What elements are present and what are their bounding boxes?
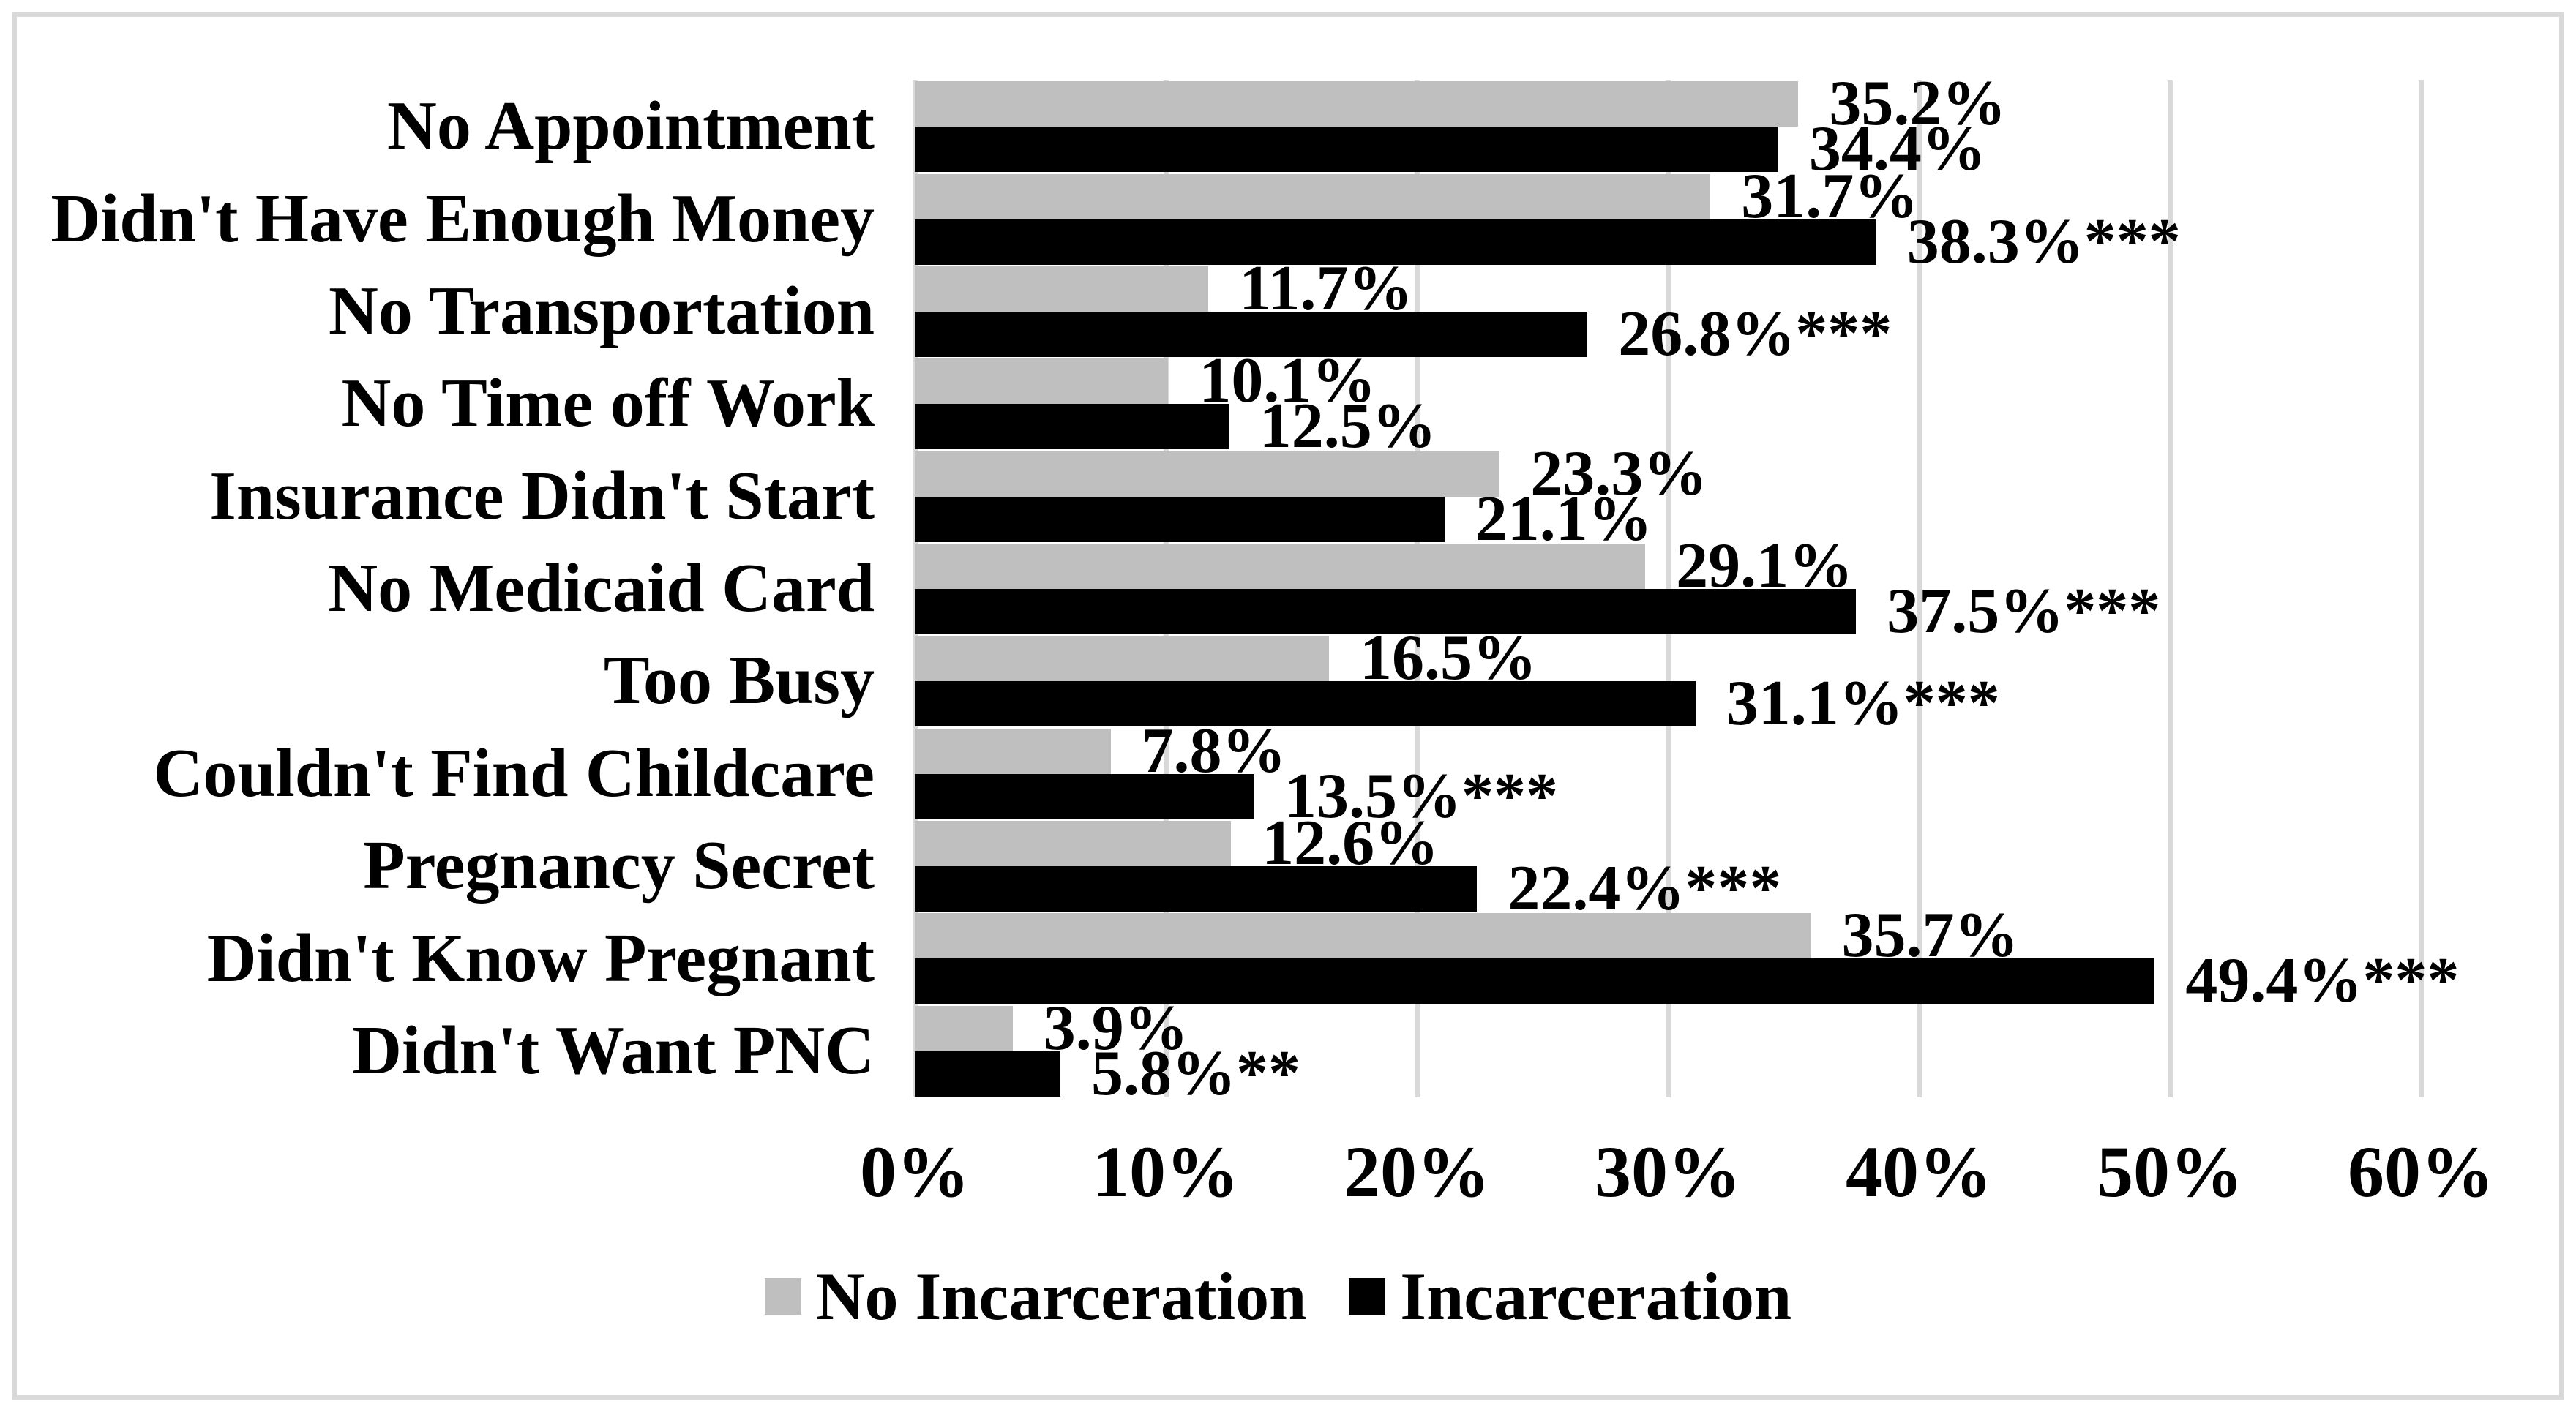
data-label-incarceration: 26.8%*** <box>1618 298 1892 369</box>
category-label: No Transportation <box>329 273 875 350</box>
x-tick-label: 20% <box>1344 1131 1490 1212</box>
data-label-incarceration: 38.3%*** <box>1906 206 2181 277</box>
category-label: Didn't Want PNC <box>352 1012 875 1089</box>
gridline <box>2418 80 2424 1097</box>
bar-incarceration <box>915 773 1254 819</box>
data-label-incarceration: 12.5% <box>1259 391 1437 462</box>
gridline <box>1916 80 1922 1097</box>
category-label: Too Busy <box>603 642 875 719</box>
data-label-incarceration: 22.4%*** <box>1508 853 1782 925</box>
bar-no-incarceration <box>915 544 1646 589</box>
bar-no-incarceration <box>915 913 1811 959</box>
bar-incarceration <box>915 589 1857 634</box>
category-label: Pregnancy Secret <box>363 827 875 904</box>
bar-incarceration <box>915 681 1696 727</box>
category-label: Didn't Have Enough Money <box>50 180 875 257</box>
bar-incarceration <box>915 496 1445 542</box>
legend-swatch-incarceration <box>1349 1278 1386 1315</box>
x-tick-label: 50% <box>2097 1131 2243 1212</box>
bar-no-incarceration <box>915 636 1329 682</box>
bar-no-incarceration <box>915 451 1500 497</box>
category-label: No Medicaid Card <box>328 550 875 627</box>
bar-no-incarceration <box>915 173 1711 219</box>
legend-swatch-no-incarceration <box>765 1278 801 1315</box>
bar-no-incarceration <box>915 1005 1013 1051</box>
legend: No Incarceration Incarceration <box>765 1263 1791 1330</box>
category-label: Couldn't Find Childcare <box>153 735 875 811</box>
category-label: Insurance Didn't Start <box>209 457 875 534</box>
data-label-no-incarceration: 23.3% <box>1530 438 1708 509</box>
bar-incarceration <box>915 1051 1060 1097</box>
category-label: No Appointment <box>387 88 875 165</box>
gridline <box>2167 80 2173 1097</box>
x-tick-label: 10% <box>1093 1131 1239 1212</box>
legend-label: Incarceration <box>1400 1259 1792 1334</box>
bar-no-incarceration <box>915 81 1799 127</box>
bar-incarceration <box>915 219 1876 265</box>
data-label-no-incarceration: 35.2% <box>1829 68 2007 140</box>
legend-item-incarceration: Incarceration <box>1349 1263 1791 1330</box>
legend-label: No Incarceration <box>816 1259 1307 1334</box>
bar-no-incarceration <box>915 821 1232 867</box>
legend-item-no-incarceration: No Incarceration <box>765 1263 1306 1330</box>
data-label-no-incarceration: 10.1% <box>1199 345 1377 417</box>
data-label-no-incarceration: 35.7% <box>1841 900 2019 972</box>
data-label-no-incarceration: 3.9% <box>1043 992 1188 1064</box>
data-label-incarceration: 13.5%*** <box>1284 760 1559 832</box>
x-tick-label: 0% <box>860 1131 970 1212</box>
data-label-no-incarceration: 11.7% <box>1239 252 1413 324</box>
bar-no-incarceration <box>915 728 1111 774</box>
data-label-incarceration: 21.1% <box>1475 483 1652 555</box>
data-label-incarceration: 37.5%*** <box>1887 576 2161 647</box>
data-label-incarceration: 34.4% <box>1808 113 1986 185</box>
data-label-incarceration: 5.8%** <box>1090 1037 1300 1109</box>
bar-incarceration <box>915 958 2155 1004</box>
x-tick-label: 30% <box>1595 1131 1741 1212</box>
category-label: No Time off Work <box>341 365 875 442</box>
x-tick-label: 60% <box>2348 1131 2494 1212</box>
data-label-no-incarceration: 12.6% <box>1262 808 1439 879</box>
data-label-incarceration: 31.1%*** <box>1726 668 2000 740</box>
data-label-no-incarceration: 16.5% <box>1359 623 1537 694</box>
bar-incarceration <box>915 127 1778 173</box>
data-label-no-incarceration: 7.8% <box>1141 715 1287 786</box>
data-label-no-incarceration: 29.1% <box>1676 530 1854 601</box>
category-label: Didn't Know Pregnant <box>206 920 875 996</box>
bar-no-incarceration <box>915 358 1169 405</box>
data-label-no-incarceration: 31.7% <box>1741 160 1919 232</box>
bar-incarceration <box>915 866 1478 912</box>
x-tick-label: 40% <box>1846 1131 1992 1212</box>
bar-incarceration <box>915 404 1229 450</box>
bar-no-incarceration <box>915 266 1209 312</box>
data-label-incarceration: 49.4%*** <box>2185 945 2460 1017</box>
bar-incarceration <box>915 311 1588 357</box>
